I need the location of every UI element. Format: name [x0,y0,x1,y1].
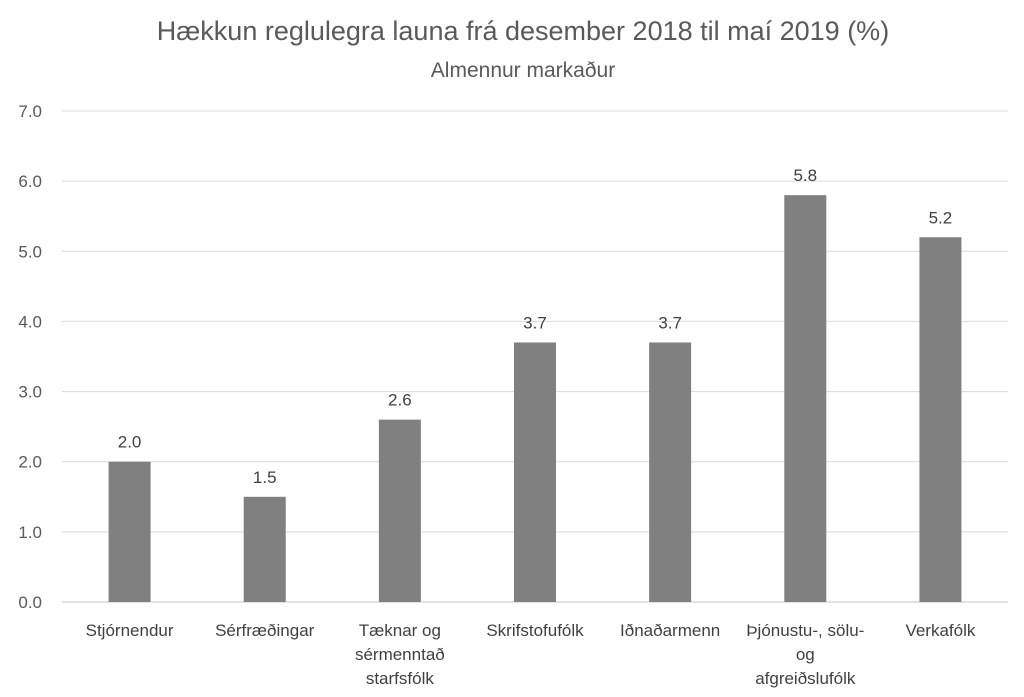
x-category-line: afgreiðslufólk [755,669,856,688]
x-category-label: Þjónustu-, sölu-og afgreiðslufólk [746,621,864,688]
gridlines [62,110,1008,603]
chart-subtitle: Almennur markaður [431,59,615,82]
x-category-label: Stjórnendur [86,621,174,640]
bar [784,195,827,602]
x-category-label: Tæknar og sérmenntað starfsfólk [355,621,445,688]
bar [108,461,151,602]
y-tick-label: 6.0 [18,172,42,191]
x-category-label: Iðnaðarmenn [620,621,720,640]
y-axis-ticks: 0.0 1.0 2.0 3.0 4.0 5.0 6.0 7.0 [18,102,42,612]
y-tick-label: 7.0 [18,102,42,121]
x-category-line: Iðnaðarmenn [620,621,720,640]
bar-value-label: 5.8 [793,166,817,185]
x-category-line: Tæknar og [359,621,441,640]
x-category-label: Sérfræðingar [215,621,315,640]
y-tick-label: 0.0 [18,593,42,612]
x-category-label: Verkafólk [905,621,975,640]
bars [108,195,962,602]
y-tick-label: 1.0 [18,523,42,542]
chart-title: Hækkun reglulegra launa frá desember 201… [157,16,889,46]
x-category-line: og [796,645,815,664]
y-tick-label: 2.0 [18,453,42,472]
bar [514,342,556,602]
bar-value-label: 2.6 [388,391,412,410]
data-labels: 2.0 1.5 2.6 3.7 3.7 5.8 5.2 [118,166,952,487]
x-category-line: sérmenntað [355,645,445,664]
bar [378,419,421,602]
bar-value-label: 5.2 [929,208,953,227]
x-category-label: Skrifstofufólk [486,621,584,640]
x-category-line: Skrifstofufólk [486,621,584,640]
x-category-line: Verkafólk [905,621,975,640]
y-tick-label: 3.0 [18,383,42,402]
bar-value-label: 3.7 [658,313,682,332]
x-category-line: Þjónustu-, sölu- [746,621,864,640]
bar [919,237,962,602]
bar-value-label: 1.5 [253,468,277,487]
x-category-line: Sérfræðingar [215,621,315,640]
bar-value-label: 2.0 [118,433,142,452]
bar [243,496,286,602]
y-tick-label: 4.0 [18,312,42,331]
x-axis-categories: Stjórnendur Sérfræðingar Tæknar og sérmennt… [86,621,976,688]
y-tick-label: 5.0 [18,242,42,261]
bar [649,342,692,602]
bar-value-label: 3.7 [523,313,547,332]
x-category-line: Stjórnendur [86,621,174,640]
x-category-line: starfsfólk [366,669,435,688]
